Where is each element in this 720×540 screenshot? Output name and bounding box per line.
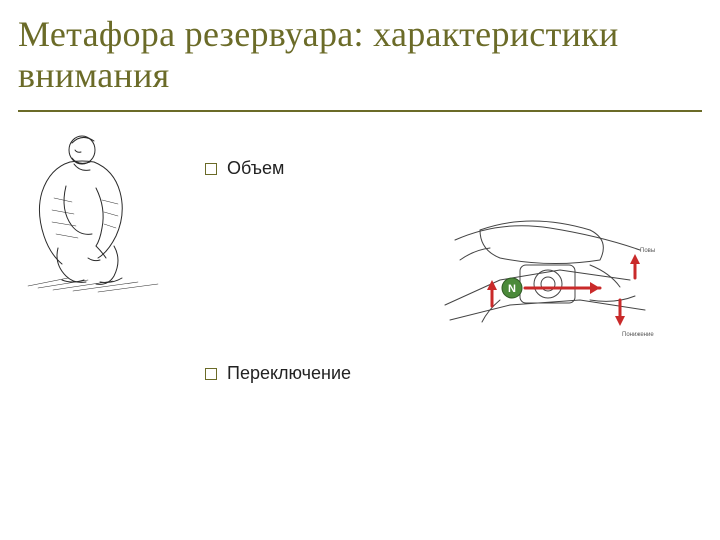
engine-diagram-svg: N Повышение Понижение — [440, 210, 655, 340]
title-underline — [18, 110, 702, 112]
bullet-volume-label: Объем — [227, 158, 284, 179]
neutral-badge: N — [502, 278, 522, 298]
engine-diagram: N Повышение Понижение — [440, 210, 655, 340]
diagram-label-down: Понижение — [622, 332, 654, 338]
slide: Метафора резервуара: характеристики вним… — [0, 0, 720, 540]
bullet-switching-label: Переключение — [227, 363, 351, 384]
sketch-crouching-figure-svg — [18, 128, 178, 293]
slide-title: Метафора резервуара: характеристики вним… — [18, 14, 698, 97]
sketch-crouching-figure — [18, 128, 178, 293]
neutral-badge-text: N — [508, 283, 516, 295]
bullet-marker-icon — [205, 163, 217, 175]
bullet-switching: Переключение — [205, 363, 351, 384]
diagram-label-up: Повышение — [640, 248, 655, 254]
bullet-volume: Объем — [205, 158, 284, 179]
bullet-marker-icon — [205, 368, 217, 380]
